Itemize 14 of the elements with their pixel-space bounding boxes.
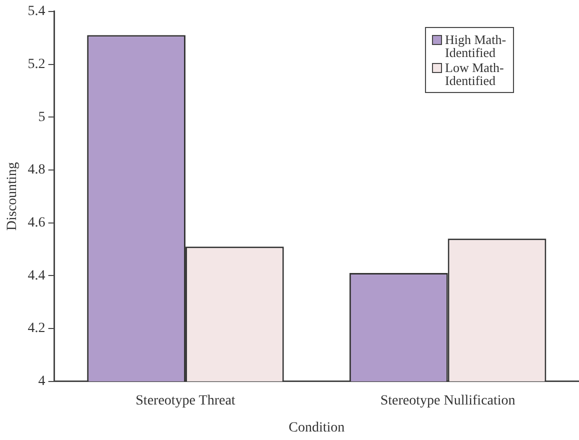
y-tick-label: 5.2 xyxy=(28,56,46,72)
legend-label: Low Math-Identified xyxy=(445,60,505,88)
y-tick-label: 4.8 xyxy=(28,162,46,178)
y-tick-label: 4.4 xyxy=(28,268,46,284)
y-tick-label: 5 xyxy=(38,110,46,125)
y-tick-label: 4.2 xyxy=(28,321,46,336)
x-tick-label: Stereotype Nullification xyxy=(380,393,516,408)
y-tick-label: 4.6 xyxy=(28,216,46,230)
y-axis-title: Discounting xyxy=(5,162,20,231)
x-tick-label: Stereotype Threat xyxy=(136,393,236,408)
legend-label: High Math-Identified xyxy=(445,32,507,60)
x-axis-title: Condition xyxy=(288,420,345,436)
y-tick-label: 4 xyxy=(38,374,46,390)
y-tick-label: 5.4 xyxy=(28,4,46,20)
